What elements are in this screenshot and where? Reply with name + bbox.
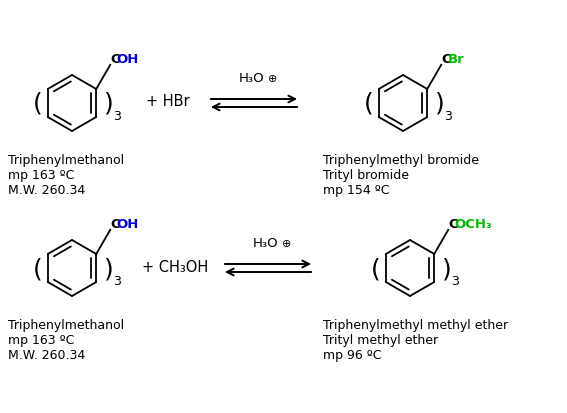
Text: 3: 3 bbox=[113, 110, 121, 123]
Text: (: ( bbox=[33, 92, 43, 116]
Text: H₃O: H₃O bbox=[239, 72, 265, 85]
Text: Trityl methyl ether: Trityl methyl ether bbox=[323, 333, 438, 346]
Text: OCH₃: OCH₃ bbox=[455, 217, 493, 230]
Text: Triphenylmethyl methyl ether: Triphenylmethyl methyl ether bbox=[323, 318, 508, 331]
Text: Trityl bromide: Trityl bromide bbox=[323, 169, 409, 182]
Text: OH: OH bbox=[117, 52, 139, 66]
Text: ⊕: ⊕ bbox=[268, 74, 277, 84]
Text: mp 154 ºC: mp 154 ºC bbox=[323, 183, 390, 197]
Text: mp 163 ºC: mp 163 ºC bbox=[8, 169, 74, 182]
Text: ): ) bbox=[442, 256, 452, 280]
Text: + HBr: + HBr bbox=[146, 94, 190, 109]
Text: Triphenylmethanol: Triphenylmethanol bbox=[8, 154, 124, 166]
Text: H₃O: H₃O bbox=[253, 236, 279, 249]
Text: (: ( bbox=[371, 256, 381, 280]
Text: ): ) bbox=[104, 92, 114, 116]
Text: Triphenylmethanol: Triphenylmethanol bbox=[8, 318, 124, 331]
Text: C: C bbox=[448, 217, 458, 230]
Text: OH: OH bbox=[117, 217, 139, 230]
Text: mp 96 ºC: mp 96 ºC bbox=[323, 348, 382, 361]
Text: 3: 3 bbox=[113, 274, 121, 287]
Text: M.W. 260.34: M.W. 260.34 bbox=[8, 183, 85, 197]
Text: C: C bbox=[110, 217, 120, 230]
Text: Triphenylmethyl bromide: Triphenylmethyl bromide bbox=[323, 154, 479, 166]
Text: M.W. 260.34: M.W. 260.34 bbox=[8, 348, 85, 361]
Text: + CH₃OH: + CH₃OH bbox=[142, 259, 208, 274]
Text: ): ) bbox=[435, 92, 445, 116]
Text: 3: 3 bbox=[444, 110, 452, 123]
Text: (: ( bbox=[33, 256, 43, 280]
Text: 3: 3 bbox=[451, 274, 459, 287]
Text: C: C bbox=[441, 52, 451, 66]
Text: ): ) bbox=[104, 256, 114, 280]
Text: C: C bbox=[110, 52, 120, 66]
Text: mp 163 ºC: mp 163 ºC bbox=[8, 333, 74, 346]
Text: (: ( bbox=[364, 92, 374, 116]
Text: Br: Br bbox=[448, 52, 464, 66]
Text: ⊕: ⊕ bbox=[282, 238, 291, 248]
